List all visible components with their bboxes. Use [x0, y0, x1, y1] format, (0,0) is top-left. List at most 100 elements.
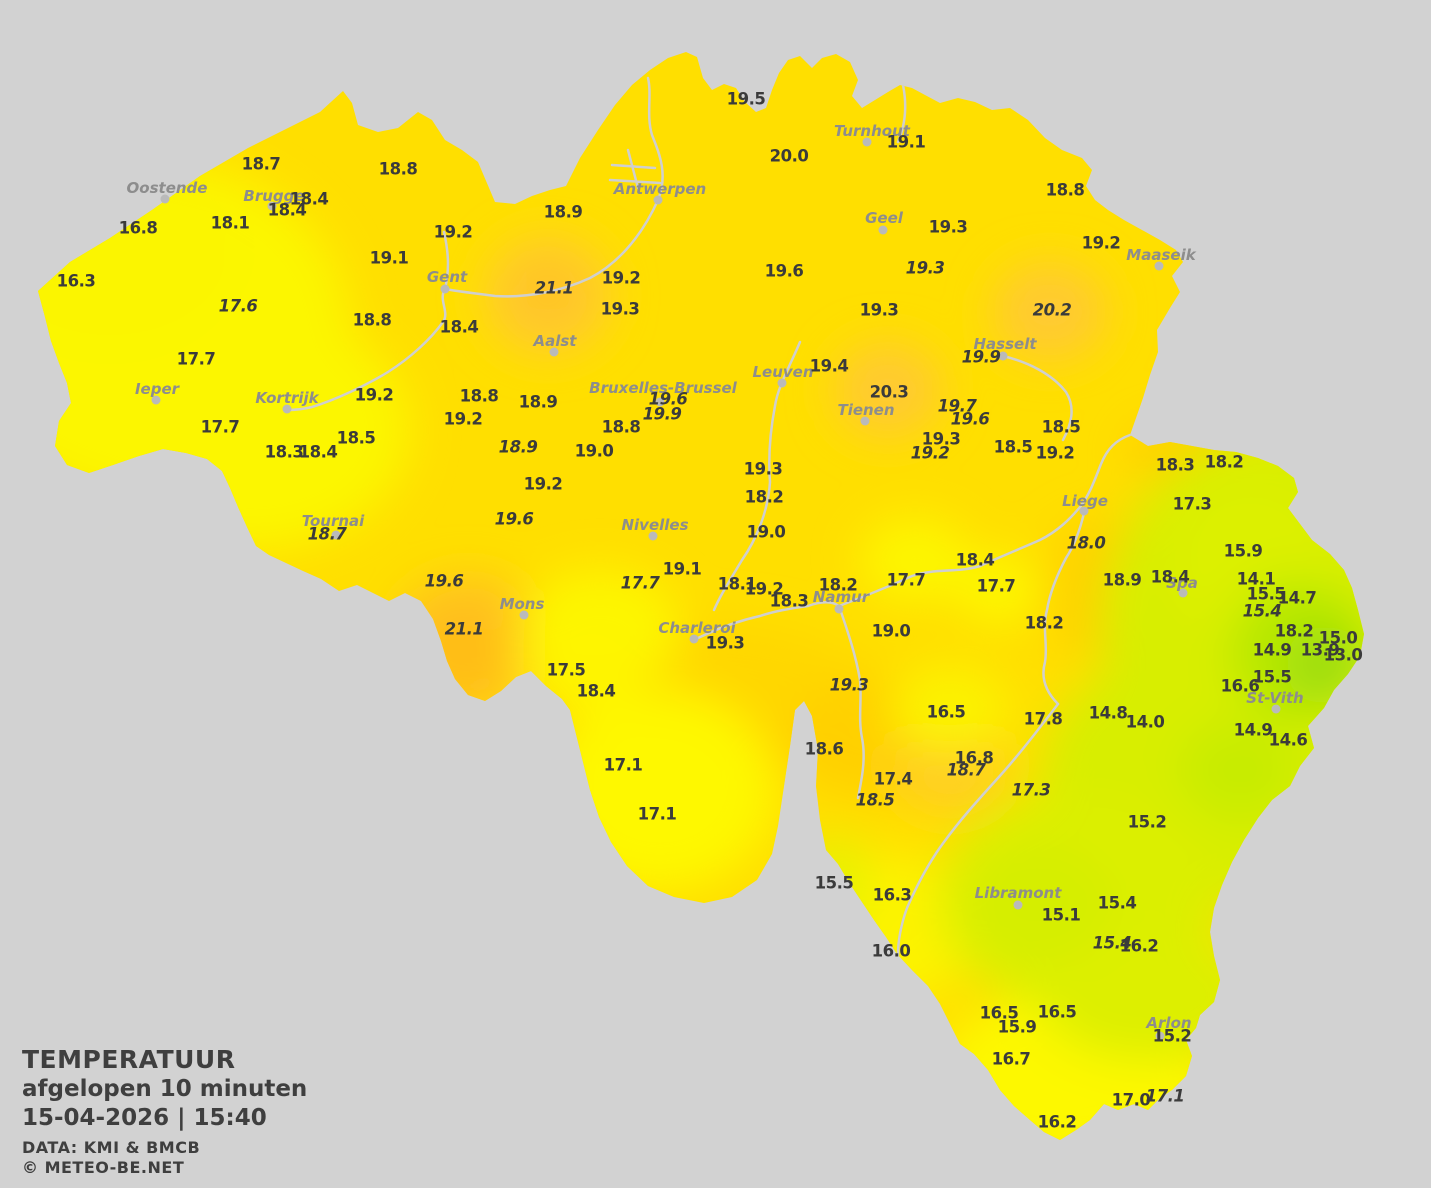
- station-temp: 19.2: [744, 579, 784, 599]
- city-dot: [267, 201, 277, 211]
- station-temp: 20.3: [869, 382, 909, 402]
- station-temp: 18.6: [804, 739, 844, 759]
- city-label: Kortrijk: [255, 389, 319, 407]
- station-temp: 18.4: [298, 442, 338, 462]
- city-dot: [440, 284, 450, 294]
- station-temp: 20.0: [769, 146, 809, 166]
- station-temp: 19.2: [1081, 233, 1121, 253]
- station-temp: 16.6: [1220, 676, 1260, 696]
- city-dot: [1178, 588, 1188, 598]
- city-label: Maaseik: [1126, 246, 1196, 264]
- station-temp: 18.4: [1150, 567, 1190, 587]
- map-datetime: 15-04-2026 | 15:40: [22, 1105, 267, 1131]
- station-temp: 14.9: [1252, 640, 1292, 660]
- city-label: Geel: [865, 209, 903, 227]
- station-temp: 19.6: [764, 261, 804, 281]
- station-temp: 17.1: [603, 755, 643, 775]
- station-temp: 18.7: [946, 760, 986, 780]
- city-label: Tienen: [837, 401, 895, 419]
- station-temp: 17.5: [546, 660, 586, 680]
- station-temp: 18.2: [1274, 621, 1314, 641]
- city-dot: [1079, 506, 1089, 516]
- station-temp: 17.7: [176, 349, 216, 369]
- station-temp: 19.3: [829, 675, 869, 695]
- city-label: Liege: [1062, 492, 1108, 510]
- city-dot: [519, 610, 529, 620]
- station-temp: 19.2: [601, 268, 641, 288]
- station-temp: 18.9: [543, 202, 583, 222]
- station-temp: 18.3: [264, 442, 304, 462]
- station-temp: 13.0: [1323, 645, 1363, 665]
- station-temp: 19.3: [705, 633, 745, 653]
- station-temp: 18.8: [378, 159, 418, 179]
- station-temp: 16.2: [1119, 936, 1159, 956]
- station-temp: 18.4: [576, 681, 616, 701]
- station-temp: 15.5: [814, 873, 854, 893]
- station-temp: 20.2: [1032, 300, 1072, 320]
- city-dot: [648, 531, 658, 541]
- city-label: Brugge: [243, 187, 305, 205]
- city-dot: [549, 347, 559, 357]
- station-temp: 16.8: [118, 218, 158, 238]
- station-temp: 19.0: [871, 621, 911, 641]
- city-dot: [653, 195, 663, 205]
- city-label: Charleroi: [658, 619, 736, 637]
- station-temp: 19.3: [743, 459, 783, 479]
- station-temp: 19.6: [424, 571, 464, 591]
- station-temp: 18.8: [459, 386, 499, 406]
- station-temp: 19.3: [928, 217, 968, 237]
- station-temp: 19.2: [443, 409, 483, 429]
- station-temp: 19.2: [354, 385, 394, 405]
- station-temp: 19.9: [961, 347, 1001, 367]
- station-temp: 21.1: [534, 278, 574, 298]
- station-temp: 18.5: [993, 437, 1033, 457]
- station-temp: 18.4: [267, 200, 307, 220]
- city-label: Mons: [499, 595, 545, 613]
- city-dot: [1155, 1031, 1165, 1041]
- station-temp: 15.4: [1092, 933, 1132, 953]
- station-temp: 18.7: [241, 154, 281, 174]
- station-temp: 18.2: [818, 575, 858, 595]
- city-dot: [878, 225, 888, 235]
- station-temp: 14.6: [1268, 730, 1308, 750]
- station-temp: 17.6: [218, 296, 258, 316]
- data-source: DATA: KMI & BMCB: [22, 1137, 201, 1157]
- station-temp: 15.4: [1242, 601, 1282, 621]
- station-temp: 18.4: [955, 550, 995, 570]
- station-temp: 18.4: [439, 317, 479, 337]
- station-temp: 16.5: [926, 702, 966, 722]
- station-temp: 13.9: [1300, 640, 1340, 660]
- station-temp: 15.4: [1097, 893, 1137, 913]
- station-temp: 15.2: [1152, 1026, 1192, 1046]
- station-temp: 19.2: [523, 474, 563, 494]
- station-temp: 15.2: [1127, 812, 1167, 832]
- station-temp: 15.5: [1246, 584, 1286, 604]
- station-temp: 16.2: [1037, 1112, 1077, 1132]
- station-temp: 15.0: [1318, 628, 1358, 648]
- station-temp: 16.8: [954, 748, 994, 768]
- station-temp: 19.1: [886, 132, 926, 152]
- station-temp: 19.3: [859, 300, 899, 320]
- station-temp: 17.1: [1145, 1086, 1185, 1106]
- rivers-and-borders: [285, 76, 1132, 976]
- city-dot: [689, 634, 699, 644]
- station-temp: 19.3: [600, 299, 640, 319]
- station-temp: 19.1: [662, 559, 702, 579]
- station-temp: 17.7: [620, 573, 660, 593]
- city-label: Ieper: [134, 380, 180, 398]
- station-temp: 18.2: [1204, 452, 1244, 472]
- city-label: Oostende: [126, 179, 208, 197]
- station-temp: 16.5: [979, 1003, 1019, 1023]
- station-temp: 18.4: [289, 189, 329, 209]
- copyright: © METEO-BE.NET: [22, 1157, 185, 1177]
- station-temp: 18.9: [1102, 570, 1142, 590]
- station-temp: 19.6: [950, 409, 990, 429]
- station-temp: 16.3: [872, 885, 912, 905]
- station-temp: 19.3: [905, 258, 945, 278]
- city-label: Tournai: [301, 512, 365, 530]
- city-label: Arlon: [1146, 1014, 1192, 1032]
- map-title: TEMPERATUUR: [22, 1045, 236, 1074]
- city-dot: [160, 194, 170, 204]
- station-temp: 17.1: [637, 804, 677, 824]
- city-label: Turnhout: [834, 122, 910, 140]
